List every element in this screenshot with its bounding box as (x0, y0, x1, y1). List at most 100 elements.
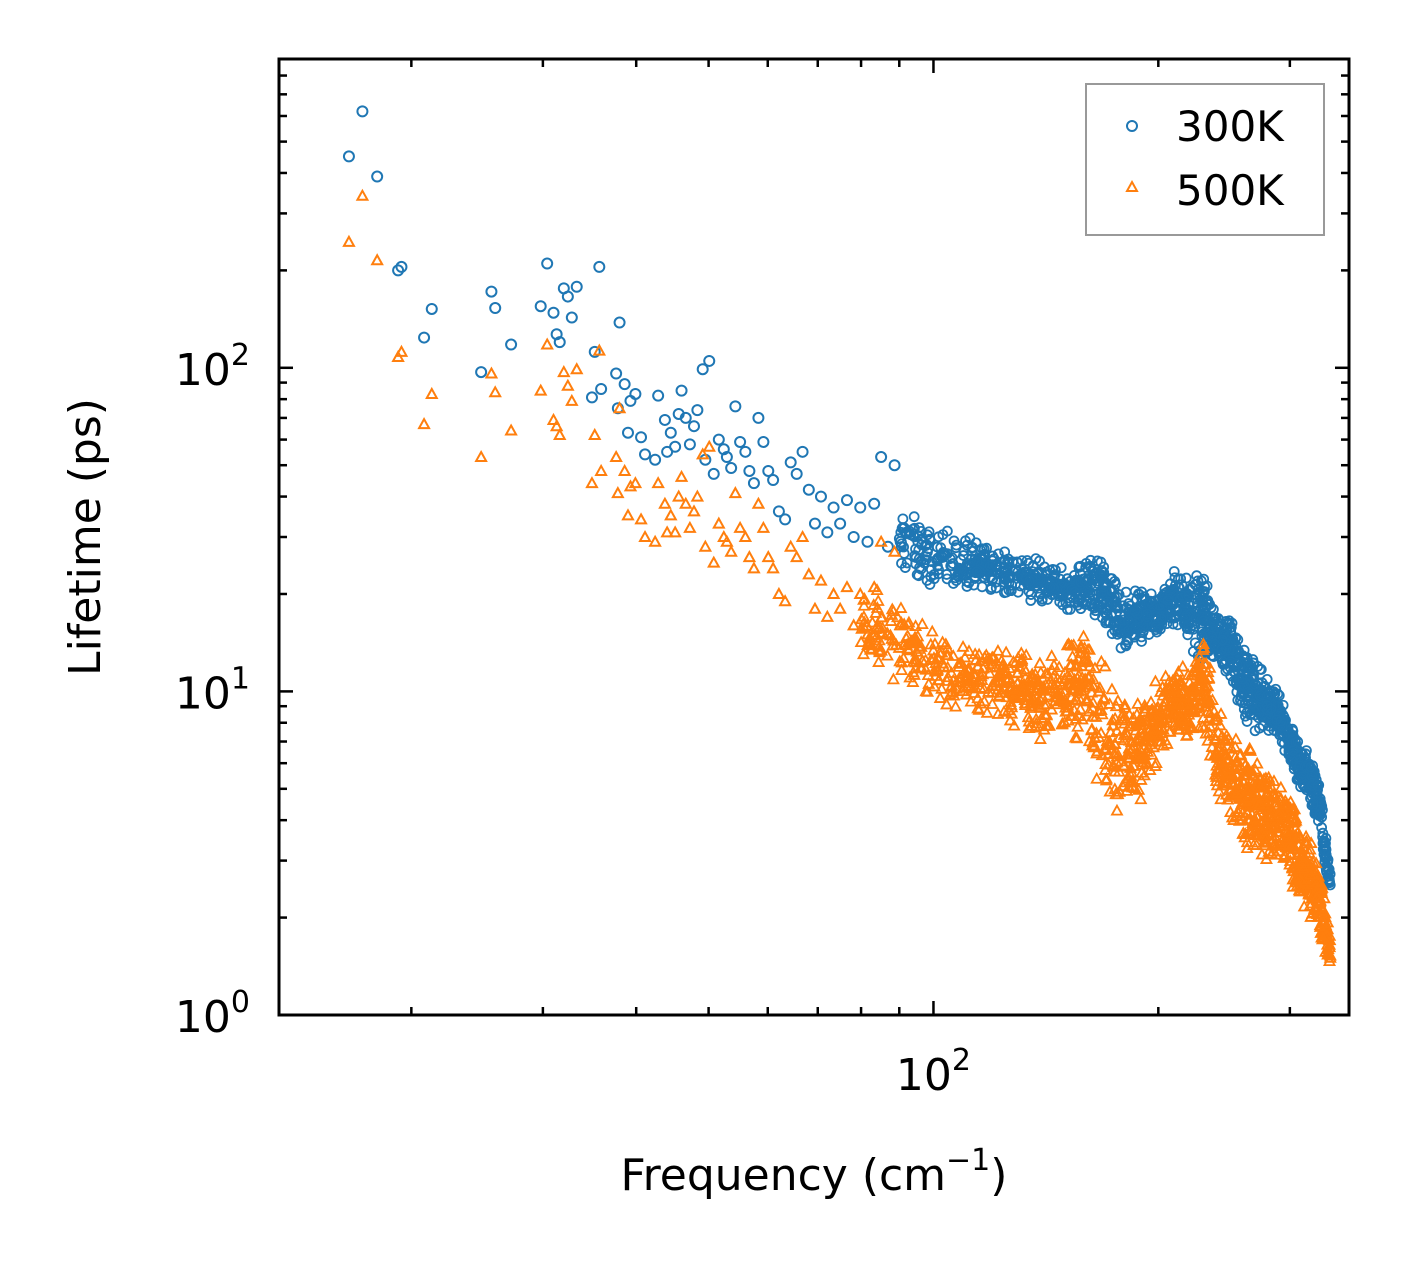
point-500K (747, 561, 761, 574)
point-300K (679, 411, 692, 424)
band-point-300K (1133, 588, 1144, 600)
band-point-300K (948, 535, 960, 547)
band-point-300K (920, 554, 932, 566)
band-point-500K (971, 691, 985, 704)
band-point-500K (1076, 629, 1091, 642)
band-point-300K (1210, 612, 1222, 623)
band-point-500K (873, 643, 887, 656)
band-point-300K (1131, 608, 1143, 620)
band-point-500K (1207, 704, 1221, 717)
band-point-500K (1065, 649, 1080, 662)
band-point-300K (1003, 558, 1015, 570)
band-point-500K (1164, 686, 1178, 698)
point-300K (489, 302, 502, 315)
band-point-500K (1253, 797, 1267, 810)
point-500K (724, 544, 738, 557)
point-300K (725, 462, 738, 475)
band-point-500K (1019, 648, 1033, 660)
band-point-300K (898, 548, 910, 559)
band-point-500K (1184, 690, 1198, 703)
band-point-300K (1101, 587, 1113, 599)
band-point-500K (1033, 692, 1047, 705)
band-point-500K (1075, 659, 1089, 671)
band-point-500K (1257, 772, 1271, 785)
band-point-500K (885, 602, 899, 615)
band-point-300K (961, 539, 973, 551)
band-point-500K (993, 685, 1007, 698)
band-point-300K (1231, 658, 1243, 670)
point-500K (425, 386, 439, 399)
band-point-300K (1120, 639, 1131, 650)
point-300K (772, 505, 785, 518)
band-point-500K (1047, 658, 1061, 671)
band-point-300K (914, 562, 925, 574)
band-point-500K (1074, 641, 1088, 654)
band-point-500K (1120, 771, 1134, 784)
band-point-500K (856, 647, 871, 660)
y-axis-title: Lifetime (ps) (60, 398, 111, 676)
band-point-500K (926, 643, 940, 656)
band-point-500K (929, 659, 943, 672)
point-500K (687, 504, 701, 517)
point-300K (613, 316, 626, 329)
band-point-300K (1254, 664, 1266, 675)
point-300K (392, 264, 405, 277)
point-500K (588, 427, 602, 440)
band-point-500K (1122, 780, 1136, 792)
band-point-300K (1314, 809, 1326, 821)
band-point-500K (915, 617, 929, 630)
band-point-500K (1227, 778, 1241, 790)
band-point-500K (1297, 850, 1311, 863)
band-point-500K (1103, 784, 1117, 797)
band-point-500K (1261, 785, 1275, 798)
band-point-500K (854, 635, 868, 648)
point-500K (881, 627, 895, 640)
band-point-300K (1073, 561, 1085, 573)
point-300K (541, 257, 554, 270)
band-point-500K (1005, 706, 1019, 719)
band-point-300K (1268, 725, 1280, 736)
band-point-500K (1228, 749, 1242, 762)
band-point-500K (1230, 787, 1244, 799)
band-point-300K (1069, 586, 1081, 598)
band-point-300K (1024, 575, 1035, 587)
band-point-500K (1117, 733, 1131, 746)
band-point-500K (857, 609, 871, 622)
point-500K (638, 529, 652, 542)
band-point-300K (1099, 607, 1111, 619)
band-point-500K (1103, 736, 1117, 749)
band-point-500K (1171, 718, 1185, 731)
band-point-500K (1007, 718, 1021, 731)
band-point-300K (1092, 599, 1104, 611)
band-point-500K (1169, 705, 1183, 718)
band-point-500K (885, 608, 899, 620)
band-point-500K (1115, 779, 1129, 791)
band-point-500K (1292, 828, 1307, 841)
band-point-500K (1086, 735, 1100, 748)
band-point-500K (1018, 670, 1032, 683)
band-point-500K (1061, 668, 1075, 681)
band-point-500K (857, 615, 871, 628)
point-500K (394, 344, 409, 357)
band-point-500K (1303, 867, 1317, 880)
point-300K (425, 302, 438, 315)
point-500K (664, 508, 678, 521)
band-point-500K (1248, 762, 1262, 775)
band-point-500K (1070, 671, 1084, 683)
band-point-300K (1301, 762, 1313, 774)
band-point-500K (986, 651, 1000, 663)
band-point-300K (1098, 567, 1110, 578)
band-point-300K (950, 542, 962, 554)
point-500K (565, 393, 579, 406)
band-point-500K (1272, 807, 1286, 820)
band-point-500K (1099, 773, 1113, 786)
band-point-300K (1176, 590, 1188, 601)
band-point-500K (991, 643, 1005, 656)
point-500K (690, 489, 705, 502)
band-point-300K (915, 563, 927, 575)
legend-marker-500K (1125, 179, 1139, 192)
band-point-500K (952, 674, 966, 687)
band-point-500K (1125, 774, 1140, 787)
band-point-500K (1104, 725, 1118, 738)
band-point-500K (1039, 666, 1053, 679)
